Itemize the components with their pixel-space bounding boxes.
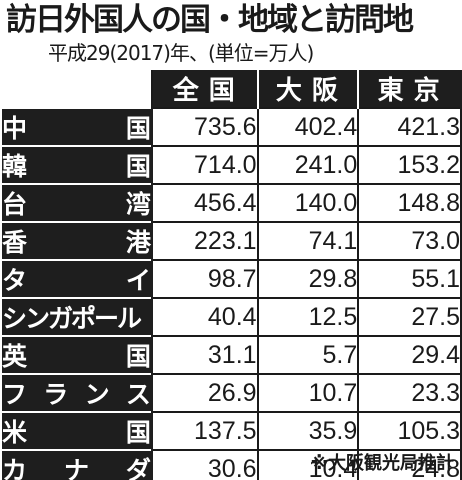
row-label-char: ナ <box>63 456 89 480</box>
row-label-char: 国 <box>125 152 151 181</box>
value-nationwide: 26.9 <box>151 373 259 412</box>
value-nationwide: 735.6 <box>151 107 259 146</box>
value-tokyo: 55.1 <box>358 259 462 298</box>
page-title: 訪日外国人の国・地域と訪問地 <box>6 2 414 38</box>
row-label-char: 国 <box>125 114 151 143</box>
value-nationwide: 456.4 <box>151 183 259 222</box>
row-label-text: フランス <box>2 375 151 411</box>
row-label-char: 湾 <box>125 190 151 219</box>
table-body: 中国 735.6 402.4 421.3 韓国 714.0 241.0 153.2 台湾 456.… <box>2 107 462 480</box>
row-label-char: 国 <box>125 418 151 447</box>
row-label-text: 台湾 <box>2 185 151 221</box>
value-osaka: 74.1 <box>257 221 360 260</box>
row-label: シンガポール <box>2 297 153 336</box>
row-label-char: 港 <box>125 228 151 257</box>
row-label-char: ダ <box>125 456 151 480</box>
row-label-text: シンガポール <box>2 299 151 335</box>
table-row: 韓国 714.0 241.0 153.2 <box>2 145 462 184</box>
value-osaka: 10.4 <box>257 449 360 480</box>
value-tokyo: 421.3 <box>358 107 462 146</box>
row-label-char: 香 <box>2 228 28 257</box>
row-label-text: 韓国 <box>2 147 151 183</box>
value-tokyo: 153.2 <box>358 145 462 184</box>
value-nationwide: 31.1 <box>151 335 259 374</box>
row-label-char: ン <box>84 380 110 409</box>
value-osaka: 241.0 <box>257 145 360 184</box>
value-tokyo: 24.8 <box>358 449 462 480</box>
row-label-text: 英国 <box>2 337 151 373</box>
value-nationwide: 223.1 <box>151 221 259 260</box>
row-label-char: 韓 <box>2 152 28 181</box>
row-label-char: 英 <box>2 342 28 371</box>
column-header-nationwide: 全国 <box>151 70 259 108</box>
column-header-osaka: 大阪 <box>257 70 360 108</box>
value-osaka: 140.0 <box>257 183 360 222</box>
row-label-text: 中国 <box>2 109 151 145</box>
table-row: 英国 31.1 5.7 29.4 <box>2 335 462 374</box>
page-subtitle: 平成29(2017)年、(単位=万人) <box>48 41 314 65</box>
row-label-char: シンガポール <box>2 304 142 333</box>
table-header-row: 全国 大阪 東京 <box>2 70 462 108</box>
value-tokyo: 73.0 <box>358 221 462 260</box>
value-osaka: 5.7 <box>257 335 360 374</box>
table-corner <box>2 70 153 108</box>
value-nationwide: 714.0 <box>151 145 259 184</box>
row-label: フランス <box>2 373 153 412</box>
row-label-char: カ <box>2 456 28 480</box>
table-row: カ ナ ダ 30.6 10.4 24.8 <box>2 449 462 480</box>
value-nationwide: 137.5 <box>151 411 259 450</box>
value-osaka: 10.7 <box>257 373 360 412</box>
value-tokyo: 29.4 <box>358 335 462 374</box>
row-label: タイ <box>2 259 153 298</box>
row-label: 韓国 <box>2 145 153 184</box>
value-osaka: 12.5 <box>257 297 360 336</box>
row-label: 中国 <box>2 107 153 146</box>
row-label-text: カナダ <box>2 451 151 480</box>
row-label-text: 米国 <box>2 413 151 449</box>
table-row: フランス 26.9 10.7 23.3 <box>2 373 462 412</box>
row-label: カナダ <box>2 449 153 480</box>
value-tokyo: 148.8 <box>358 183 462 222</box>
table-row: 台湾 456.4 140.0 148.8 <box>2 183 462 222</box>
table-row: タイ 98.7 29.8 55.1 <box>2 259 462 298</box>
row-label-char: イ <box>125 266 151 295</box>
row-label-char: ス <box>125 380 151 409</box>
value-nationwide: 98.7 <box>151 259 259 298</box>
source-note: ※大阪観光局推計 <box>310 453 455 474</box>
row-label-char: タ <box>2 266 28 295</box>
row-label: 香港 <box>2 221 153 260</box>
row-label-text: タイ <box>2 261 151 297</box>
value-tokyo: 27.5 <box>358 297 462 336</box>
column-header-tokyo: 東京 <box>358 70 462 108</box>
visitors-table: 全国 大阪 東京 中国 735.6 402.4 421.3 韓国 714.0 241.0 15… <box>2 70 462 480</box>
row-label: 米国 <box>2 411 153 450</box>
row-label-char: ラ <box>43 380 69 409</box>
row-label-text: 香港 <box>2 223 151 259</box>
table-row: 香港 223.1 74.1 73.0 <box>2 221 462 260</box>
value-osaka: 402.4 <box>257 107 360 146</box>
row-label-char: 中 <box>2 114 28 143</box>
row-label-char: 米 <box>2 418 28 447</box>
value-tokyo: 23.3 <box>358 373 462 412</box>
value-osaka: 35.9 <box>257 411 360 450</box>
value-nationwide: 30.6 <box>151 449 259 480</box>
table-row: シンガポール 40.4 12.5 27.5 <box>2 297 462 336</box>
table-row: 中国 735.6 402.4 421.3 <box>2 107 462 146</box>
value-osaka: 29.8 <box>257 259 360 298</box>
value-nationwide: 40.4 <box>151 297 259 336</box>
row-label-char: 国 <box>125 342 151 371</box>
table-row: 米国 137.5 35.9 105.3 <box>2 411 462 450</box>
row-label: 台湾 <box>2 183 153 222</box>
value-tokyo: 105.3 <box>358 411 462 450</box>
row-label-char: 台 <box>2 190 28 219</box>
row-label: 英国 <box>2 335 153 374</box>
row-label-char: フ <box>2 380 28 409</box>
